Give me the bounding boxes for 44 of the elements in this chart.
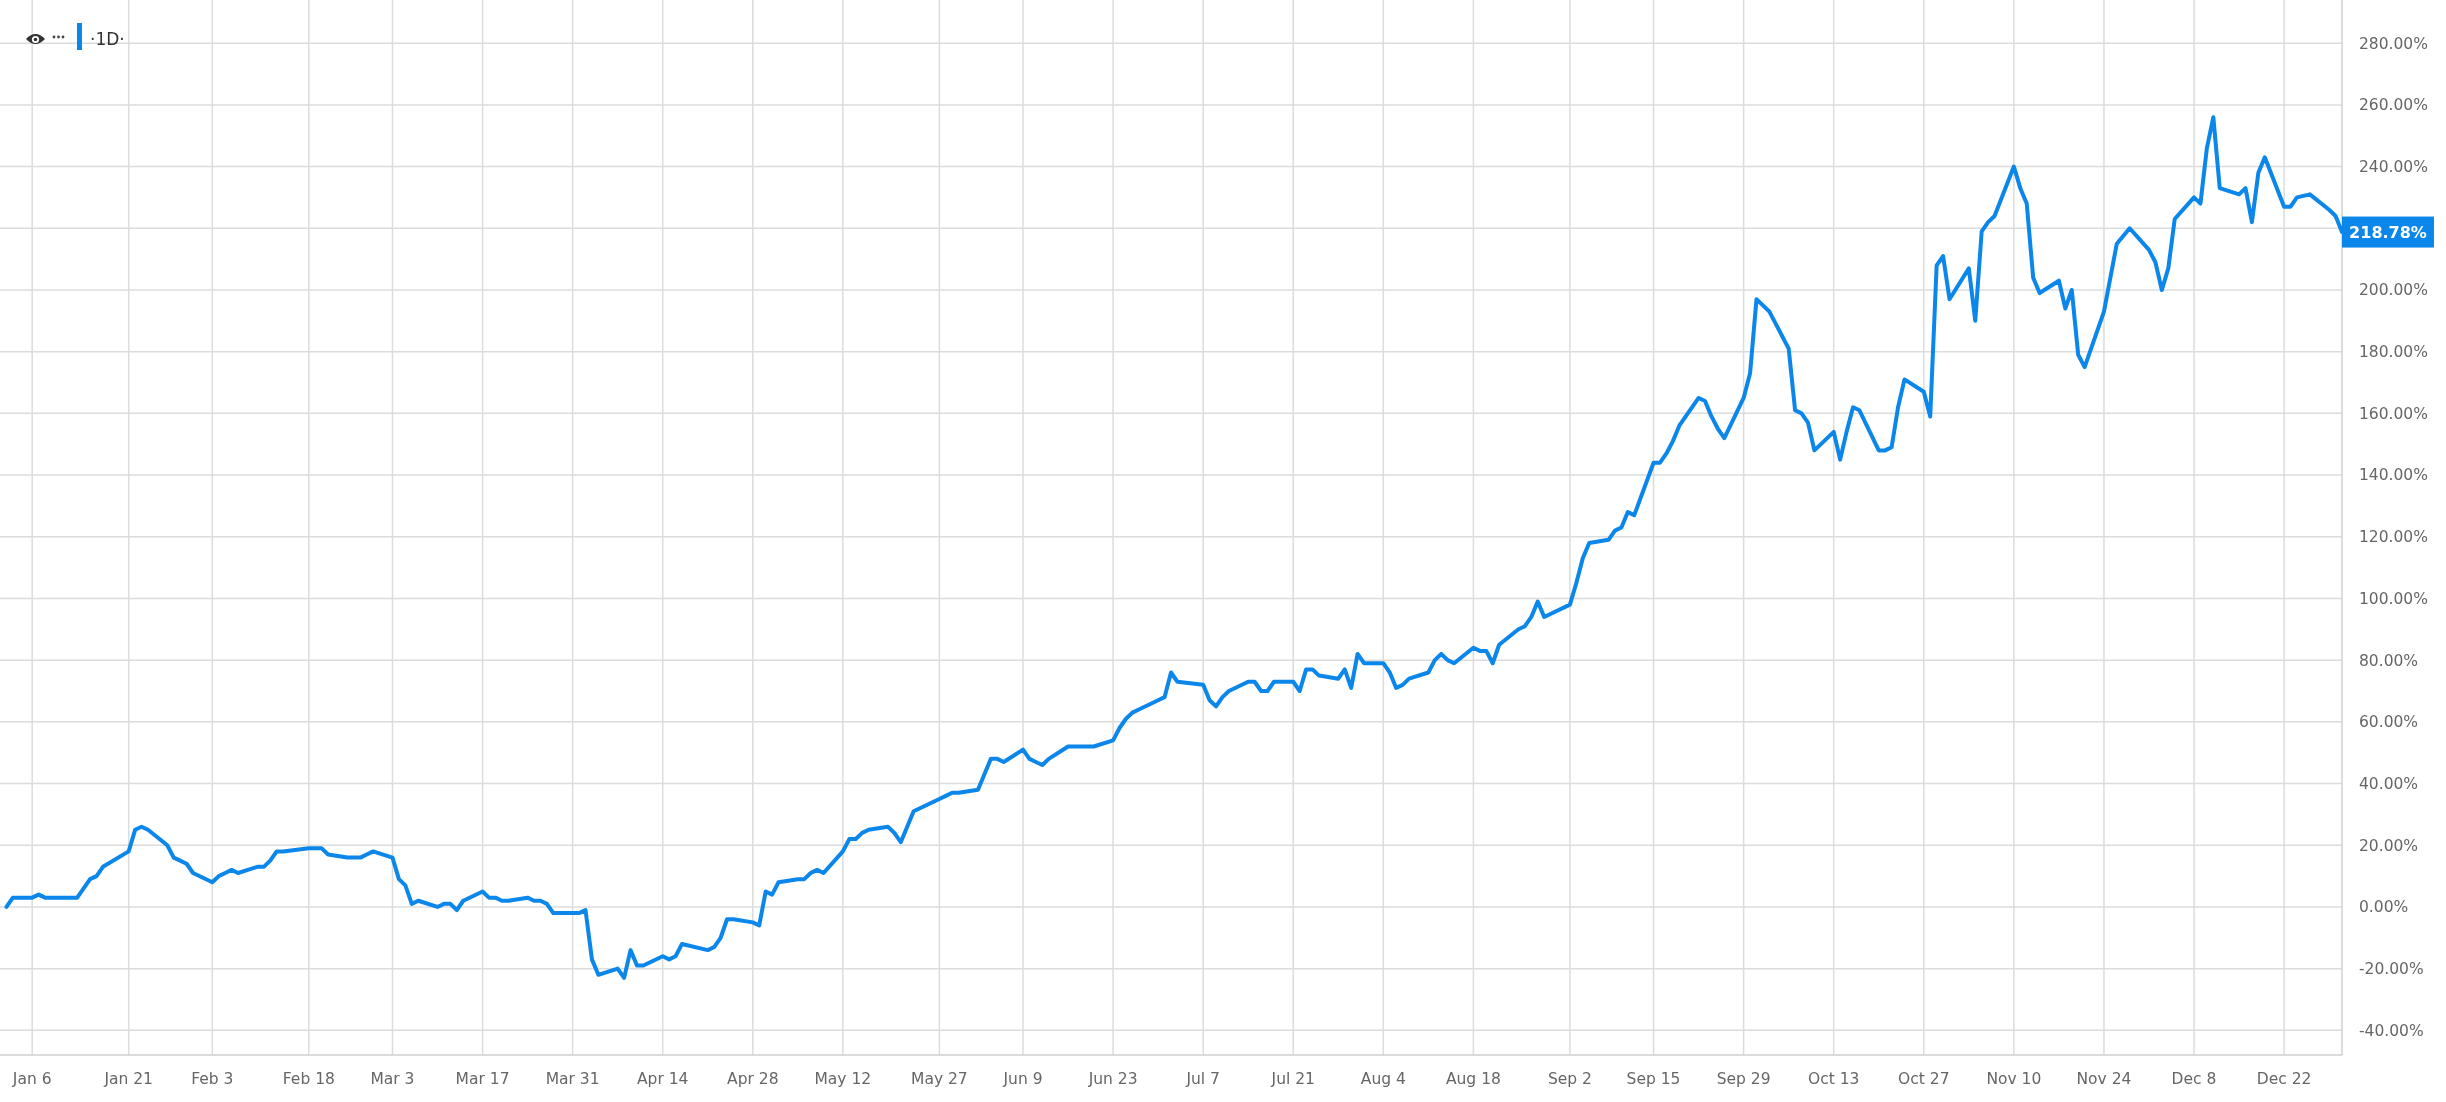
x-tick-label: Dec 22: [2256, 1070, 2312, 1088]
x-tick-label: Oct 27: [1898, 1070, 1950, 1088]
y-tick-label: 200.00%: [2359, 281, 2428, 300]
x-tick-label: Apr 28: [727, 1070, 779, 1088]
y-tick-label: 160.00%: [2359, 404, 2428, 423]
annotation: ·1D·: [90, 29, 125, 49]
x-tick-label: Jun 23: [1087, 1070, 1138, 1088]
x-tick-label: Sep 29: [1716, 1070, 1771, 1088]
x-tick-label: Oct 13: [1807, 1070, 1860, 1088]
x-tick-label: Apr 14: [636, 1070, 689, 1088]
y-tick-label: -40.00%: [2359, 1021, 2424, 1040]
x-tick-label: Aug 4: [1360, 1070, 1406, 1088]
y-tick-label: 100.00%: [2359, 589, 2428, 608]
y-tick-label: 20.00%: [2359, 836, 2419, 855]
y-tick-label: 80.00%: [2359, 651, 2419, 670]
x-tick-label: Jul 21: [1270, 1070, 1315, 1088]
x-tick-label: Mar 3: [370, 1070, 415, 1088]
x-tick-label: Sep 15: [1626, 1070, 1681, 1088]
y-tick-label: 180.00%: [2359, 343, 2428, 362]
x-tick-label: Jun 9: [1002, 1070, 1043, 1088]
y-tick-label: 60.00%: [2359, 713, 2419, 732]
x-tick-label: Mar 31: [545, 1070, 600, 1088]
x-tick-label: Jan 6: [11, 1070, 52, 1088]
x-tick-label: Jan 21: [103, 1070, 153, 1088]
x-tick-label: Sep 2: [1547, 1070, 1592, 1088]
x-tick-label: Nov 10: [1986, 1070, 2042, 1088]
annotation: 218.78%: [2349, 222, 2427, 242]
y-tick-label: -20.00%: [2359, 960, 2424, 979]
x-tick-label: Dec 8: [2171, 1070, 2217, 1088]
x-tick-label: May 27: [911, 1070, 968, 1088]
y-tick-label: 40.00%: [2359, 774, 2419, 793]
x-tick-label: Mar 17: [455, 1070, 510, 1088]
y-tick-label: 0.00%: [2359, 898, 2409, 917]
x-tick-label: Feb 3: [191, 1070, 234, 1088]
y-tick-label: 260.00%: [2359, 96, 2428, 115]
x-tick-label: Jul 7: [1185, 1070, 1220, 1088]
x-tick-label: May 12: [814, 1070, 872, 1088]
x-tick-label: Feb 18: [282, 1070, 335, 1088]
y-tick-label: 280.00%: [2359, 34, 2428, 53]
x-tick-label: Nov 24: [2076, 1070, 2132, 1088]
y-tick-label: 120.00%: [2359, 528, 2428, 547]
x-tick-label: Aug 18: [1445, 1070, 1501, 1088]
y-tick-label: 240.00%: [2359, 158, 2428, 176]
y-tick-label: 140.00%: [2359, 466, 2428, 485]
